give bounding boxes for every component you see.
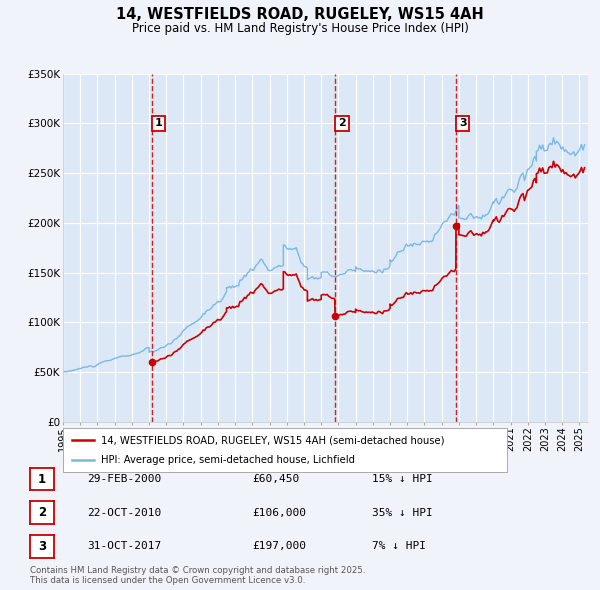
Text: Contains HM Land Registry data © Crown copyright and database right 2025.
This d: Contains HM Land Registry data © Crown c… — [30, 566, 365, 585]
Text: 1: 1 — [38, 473, 46, 486]
Text: HPI: Average price, semi-detached house, Lichfield: HPI: Average price, semi-detached house,… — [101, 455, 355, 464]
Text: 35% ↓ HPI: 35% ↓ HPI — [372, 508, 433, 517]
Text: 15% ↓ HPI: 15% ↓ HPI — [372, 474, 433, 484]
Text: 1: 1 — [155, 119, 163, 129]
Text: £60,450: £60,450 — [252, 474, 299, 484]
Text: £106,000: £106,000 — [252, 508, 306, 517]
Text: 2: 2 — [338, 119, 346, 129]
Text: 7% ↓ HPI: 7% ↓ HPI — [372, 542, 426, 551]
Text: 2: 2 — [38, 506, 46, 519]
Text: 3: 3 — [38, 540, 46, 553]
Text: 29-FEB-2000: 29-FEB-2000 — [87, 474, 161, 484]
Text: 22-OCT-2010: 22-OCT-2010 — [87, 508, 161, 517]
Text: £197,000: £197,000 — [252, 542, 306, 551]
Text: 14, WESTFIELDS ROAD, RUGELEY, WS15 4AH: 14, WESTFIELDS ROAD, RUGELEY, WS15 4AH — [116, 7, 484, 22]
Text: Price paid vs. HM Land Registry's House Price Index (HPI): Price paid vs. HM Land Registry's House … — [131, 22, 469, 35]
Text: 14, WESTFIELDS ROAD, RUGELEY, WS15 4AH (semi-detached house): 14, WESTFIELDS ROAD, RUGELEY, WS15 4AH (… — [101, 435, 444, 445]
Text: 31-OCT-2017: 31-OCT-2017 — [87, 542, 161, 551]
Text: 3: 3 — [459, 119, 467, 129]
